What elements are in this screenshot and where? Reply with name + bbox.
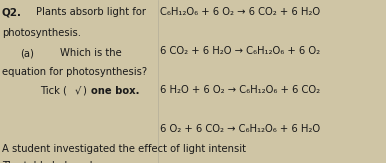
Text: √: √	[74, 85, 81, 95]
Text: The table below sh: The table below sh	[2, 161, 96, 163]
Text: Q2.: Q2.	[2, 7, 22, 17]
Text: one box.: one box.	[91, 86, 140, 96]
Text: (a): (a)	[20, 48, 34, 58]
Text: Plants absorb light for: Plants absorb light for	[36, 7, 146, 17]
Text: equation for photosynthesis?: equation for photosynthesis?	[2, 67, 147, 77]
Text: 6 CO₂ + 6 H₂O → C₆H₁₂O₆ + 6 O₂: 6 CO₂ + 6 H₂O → C₆H₁₂O₆ + 6 O₂	[160, 46, 320, 56]
Text: Which is the: Which is the	[60, 48, 122, 58]
Text: photosynthesis.: photosynthesis.	[2, 28, 81, 38]
Text: ): )	[83, 86, 90, 96]
Text: Tick (: Tick (	[41, 86, 68, 96]
Text: 6 H₂O + 6 O₂ → C₆H₁₂O₆ + 6 CO₂: 6 H₂O + 6 O₂ → C₆H₁₂O₆ + 6 CO₂	[160, 85, 320, 95]
Text: C₆H₁₂O₆ + 6 O₂ → 6 CO₂ + 6 H₂O: C₆H₁₂O₆ + 6 O₂ → 6 CO₂ + 6 H₂O	[160, 7, 320, 17]
Text: 6 O₂ + 6 CO₂ → C₆H₁₂O₆ + 6 H₂O: 6 O₂ + 6 CO₂ → C₆H₁₂O₆ + 6 H₂O	[160, 124, 320, 134]
Text: A student investigated the effect of light intensit: A student investigated the effect of lig…	[2, 144, 246, 154]
